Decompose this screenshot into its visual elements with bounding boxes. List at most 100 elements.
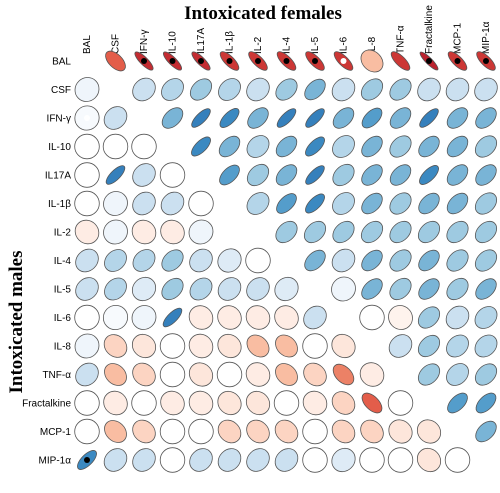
cell-fractalkine-il-4 (273, 390, 300, 416)
significance-marker-bal-il-6 (340, 58, 347, 64)
cell-tnf-mcp-1 (446, 363, 469, 386)
cell-tnf-il-6 (332, 363, 355, 386)
cell-tnf-il-10 (159, 361, 186, 388)
significance-marker-bal-il-5 (312, 58, 318, 64)
cell-il-1-mcp-1 (446, 192, 469, 215)
column-label-il17a: IL17A (196, 28, 207, 54)
cell-mcp-1-tnf (388, 419, 413, 444)
cell-mip-1-il-4 (274, 448, 299, 472)
cell-il-4-il-8 (361, 249, 383, 272)
cell-il-8-bal (74, 333, 100, 359)
cell-il-6-csf (102, 304, 129, 331)
cell-fractalkine-il-6 (331, 391, 356, 415)
row-label-il-10: IL-10 (48, 142, 71, 153)
cell-mip-1-il-10 (159, 447, 186, 473)
cell-mcp-1-csf (104, 420, 127, 443)
cell-fractalkine-il-8 (361, 392, 383, 414)
cell-il-2-il-4 (275, 220, 298, 244)
cell-tnf-il-8 (359, 362, 385, 387)
cell-tnf-il-2 (245, 362, 271, 387)
cell-mcp-1-mip-1 (475, 420, 497, 443)
cell-il-5-bal (75, 277, 99, 301)
cell-il-1-tnf (389, 192, 412, 215)
cell-il-6-bal (74, 304, 100, 331)
column-label-il-6: IL-6 (339, 36, 350, 54)
cell-il-5-il-1 (217, 277, 242, 301)
cell-csf-il-4 (275, 78, 298, 101)
cell-mip-1-il-5 (302, 447, 328, 473)
column-label-il-5: IL-5 (310, 36, 321, 54)
cell-il-1-bal (74, 190, 100, 217)
cell-tnf-bal (75, 362, 99, 387)
cell-csf-il-8 (360, 78, 384, 101)
cell-il-2-fractalkine (417, 220, 441, 244)
row-label-ifn: IFN-γ (47, 114, 71, 125)
cell-il-4-il-6 (331, 248, 356, 273)
cell-mip-1-il-8 (359, 447, 385, 473)
row-label-il17a: IL17A (45, 171, 71, 182)
cell-ifn-tnf (389, 107, 412, 129)
cell-il17a-csf (105, 165, 126, 185)
cell-tnf-il-4 (275, 363, 298, 386)
cell-mip-1-tnf (387, 447, 414, 473)
cell-il-4-il-5 (304, 249, 326, 272)
cell-il-1-il-5 (305, 193, 325, 214)
cell-fractalkine-mip-1 (475, 392, 497, 414)
cell-il-10-ifn (131, 133, 157, 160)
cell-il-5-il17a (189, 277, 213, 301)
cell-il17a-il-2 (246, 163, 270, 187)
cell-tnf-fractalkine (417, 363, 441, 386)
cell-il-1-fractalkine (418, 192, 440, 215)
cell-fractalkine-il-5 (302, 390, 328, 416)
column-label-mip-1: MIP-1α (481, 21, 492, 54)
cell-csf-il-10 (161, 78, 184, 101)
significance-marker-bal-il-4 (283, 58, 290, 64)
cell-fractalkine-tnf (387, 390, 414, 416)
row-label-tnf: TNF-α (42, 370, 71, 381)
cell-bal-il-8 (360, 49, 384, 73)
cell-ifn-il-10 (161, 107, 184, 129)
column-labels: BAL CSF IFN-γ IL-10 IL17A IL-1β IL-2 IL-4 IL-5 IL… (82, 5, 492, 54)
cell-il-10-tnf (389, 135, 412, 158)
cell-il-10-fractalkine (418, 135, 440, 158)
column-label-bal: BAL (82, 35, 93, 54)
cell-mip-1-fractalkine (416, 447, 442, 473)
cell-tnf-mip-1 (474, 363, 498, 386)
cell-il-5-mip-1 (475, 278, 497, 300)
cell-fractalkine-bal (74, 390, 100, 416)
cell-il-2-il-5 (303, 220, 327, 244)
column-label-tnf: TNF-α (396, 25, 407, 54)
cell-il-5-il-8 (361, 278, 383, 300)
significance-marker-bal-il17a (198, 58, 204, 64)
significance-marker-ifn-bal (84, 115, 90, 121)
cell-tnf-il17a (188, 362, 214, 387)
title-left: Intoxicated males (6, 250, 27, 393)
cell-il17a-il-8 (361, 164, 383, 186)
cell-il-8-csf (103, 334, 128, 358)
cell-ifn-il-2 (247, 107, 269, 129)
cell-il-2-bal (74, 219, 100, 245)
cell-fractalkine-il17a (188, 390, 214, 416)
cell-fractalkine-ifn (131, 390, 157, 416)
cell-il-2-il-10 (160, 219, 185, 245)
cell-ifn-mcp-1 (446, 107, 469, 129)
significance-marker-bal-il-1 (226, 58, 233, 64)
cell-ifn-il17a (191, 108, 211, 128)
cell-mcp-1-il-2 (246, 419, 270, 444)
cell-il-5-il-6 (331, 276, 356, 302)
cell-il-6-il-5 (303, 305, 327, 330)
cell-il-5-tnf (389, 277, 412, 301)
cell-il-6-ifn (131, 305, 157, 330)
cell-tnf-ifn (132, 362, 156, 387)
row-labels: BAL CSF IFN-γ IL-10 IL17A IL-1β IL-2 IL-4 IL-5 IL… (22, 57, 71, 467)
cell-mcp-1-ifn (132, 419, 156, 444)
cell-il-10-il-8 (361, 135, 383, 158)
cell-mip-1-il17a (189, 448, 213, 472)
cell-il17a-il-1 (219, 164, 240, 186)
cell-il-2-tnf (389, 220, 412, 244)
cell-ifn-il-4 (276, 108, 297, 128)
cell-il-6-mip-1 (474, 306, 498, 329)
cell-il-4-il-2 (245, 247, 271, 274)
cell-il-8-il-6 (331, 333, 356, 359)
cell-il-4-mip-1 (474, 249, 498, 272)
